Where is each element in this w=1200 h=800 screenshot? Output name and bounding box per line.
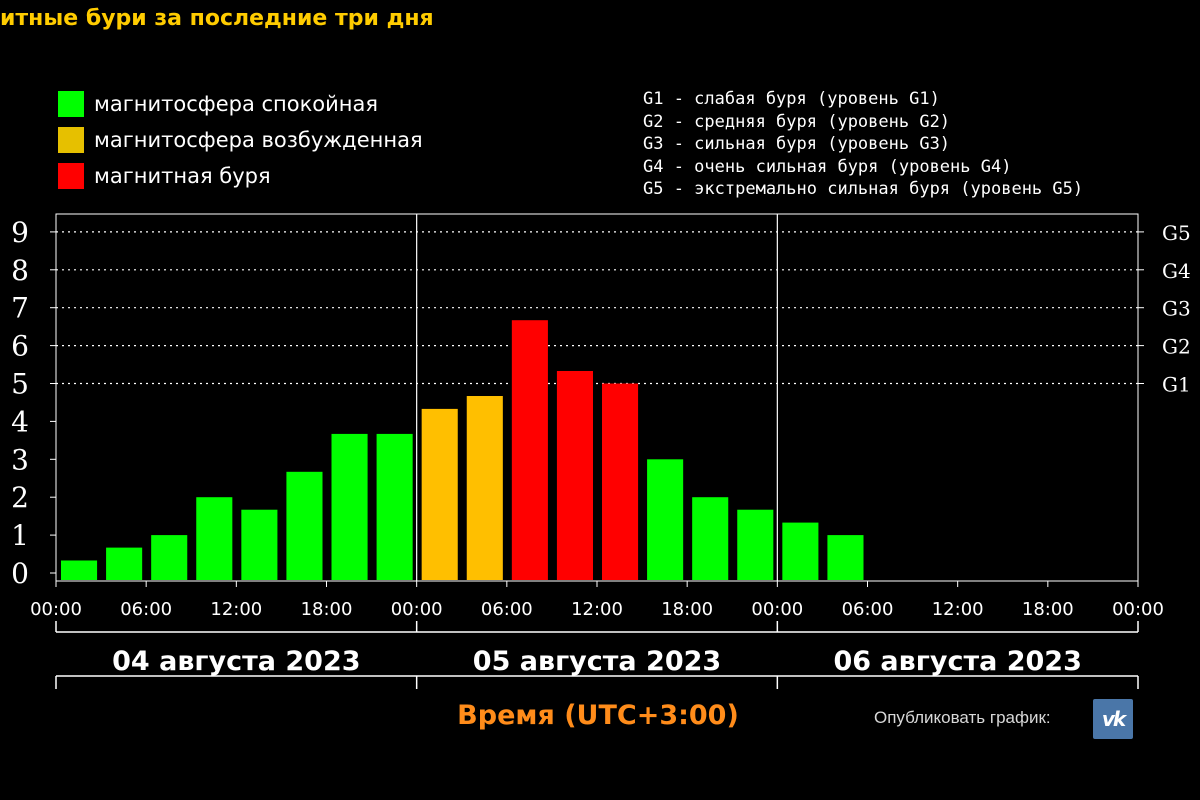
legend-label-storm: магнитная буря	[94, 164, 271, 188]
publish-label: Опубликовать график:	[874, 708, 1051, 727]
bar-5	[286, 471, 323, 580]
y-tick-label-3: 3	[11, 443, 29, 476]
y-tick-label-9: 9	[11, 216, 29, 249]
x-tick-label-3: 18:00	[301, 599, 353, 620]
level-g4-description: G4 - очень сильная буря (уровень G4)	[643, 156, 1012, 177]
bar-12	[602, 383, 639, 580]
page-title: итные бури за последние три дня	[0, 6, 434, 31]
level-g2-description: G2 - средняя буря (уровень G2)	[643, 111, 951, 132]
bar-9	[466, 396, 503, 580]
legend-item-excited: магнитосфера возбужденная	[58, 122, 423, 158]
bar-8	[421, 408, 458, 580]
bar-2	[151, 535, 188, 580]
x-tick-label-10: 12:00	[932, 599, 984, 620]
day-label-1: 05 августа 2023	[473, 646, 721, 677]
level-g5-description: G5 - экстремально сильная буря (уровень …	[643, 179, 1084, 199]
y-tick-label-2: 2	[11, 481, 29, 514]
right-tick-label-g2: G2	[1162, 335, 1191, 359]
right-tick-label-g1: G1	[1162, 373, 1191, 397]
color-legend: магнитосфера спокойная магнитосфера возб…	[58, 86, 423, 194]
x-tick-label-9: 06:00	[842, 599, 894, 620]
bar-15	[737, 509, 774, 580]
x-axis-title: Время (UTC+3:00)	[0, 700, 1200, 731]
x-tick-label-12: 00:00	[1112, 599, 1164, 620]
y-tick-label-8: 8	[11, 254, 29, 287]
x-tick-label-5: 06:00	[481, 599, 533, 620]
x-tick-label-7: 18:00	[661, 599, 713, 620]
x-tick-label-11: 18:00	[1022, 599, 1074, 620]
y-tick-label-1: 1	[11, 519, 29, 552]
y-tick-label-0: 0	[11, 557, 29, 590]
day-label-2: 06 августа 2023	[833, 646, 1081, 677]
legend-swatch-quiet	[58, 91, 84, 117]
bar-13	[647, 459, 684, 580]
bar-7	[376, 433, 413, 580]
x-tick-label-6: 12:00	[571, 599, 623, 620]
vk-icon: vk	[1101, 707, 1126, 731]
legend-label-quiet: магнитосфера спокойная	[94, 92, 379, 116]
x-tick-label-4: 00:00	[391, 599, 443, 620]
vk-share-button[interactable]: vk	[1093, 699, 1133, 739]
storm-level-legend: G1 - слабая буря (уровень G1) G2 - средн…	[643, 88, 1083, 201]
x-tick-label-0: 00:00	[30, 599, 82, 620]
x-tick-label-2: 12:00	[210, 599, 262, 620]
x-axis-title-text: Время (UTC+3:00)	[457, 700, 739, 731]
level-g1-description: G1 - слабая буря (уровень G1)	[643, 89, 940, 109]
bar-16	[782, 522, 819, 580]
legend-label-excited: магнитосфера возбужденная	[94, 128, 423, 152]
bar-17	[827, 535, 864, 580]
bar-11	[556, 370, 593, 580]
legend-item-storm: магнитная буря	[58, 158, 423, 194]
y-tick-label-7: 7	[11, 292, 29, 325]
bar-1	[106, 547, 143, 580]
bar-10	[511, 320, 548, 580]
bar-0	[61, 560, 98, 580]
legend-swatch-storm	[58, 163, 84, 189]
x-tick-label-1: 06:00	[120, 599, 172, 620]
right-tick-label-g5: G5	[1162, 221, 1191, 245]
legend-swatch-excited	[58, 127, 84, 153]
y-tick-label-5: 5	[11, 368, 29, 401]
right-tick-label-g4: G4	[1162, 259, 1191, 283]
bar-4	[241, 509, 278, 580]
right-tick-label-g3: G3	[1162, 297, 1191, 321]
x-tick-label-8: 00:00	[751, 599, 803, 620]
legend-item-quiet: магнитосфера спокойная	[58, 86, 423, 122]
day-label-0: 04 августа 2023	[112, 646, 360, 677]
bar-14	[692, 497, 729, 580]
y-tick-label-4: 4	[11, 405, 29, 438]
bar-3	[196, 497, 233, 580]
y-tick-label-6: 6	[11, 330, 29, 363]
level-g3-description: G3 - сильная буря (уровень G3)	[643, 134, 951, 154]
bar-6	[331, 433, 368, 580]
